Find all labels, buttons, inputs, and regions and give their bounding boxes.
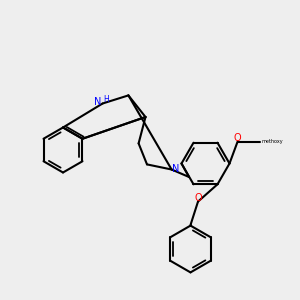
Text: N: N — [172, 164, 180, 175]
Text: methoxy: methoxy — [262, 139, 283, 144]
Text: H: H — [103, 95, 109, 104]
Text: O: O — [194, 193, 202, 203]
Text: O: O — [234, 133, 242, 143]
Text: N: N — [94, 97, 101, 107]
